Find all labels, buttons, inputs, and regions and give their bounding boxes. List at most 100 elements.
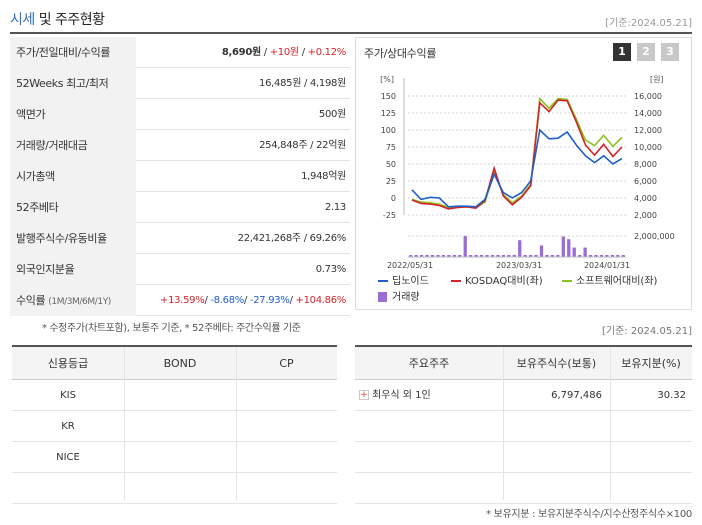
holder-header: 보유주식수(보통) xyxy=(516,357,597,370)
volume-bar xyxy=(496,255,500,257)
volume-bar xyxy=(539,245,544,257)
volume-bar xyxy=(501,255,506,257)
table-row: KR xyxy=(12,411,337,442)
table-row: + 최우식 외 1인 6,797,486 30.32 xyxy=(355,380,692,411)
right-tick-label: 12,000 xyxy=(634,126,662,135)
volume-bar xyxy=(621,255,625,257)
return-label: 수익률 xyxy=(16,294,46,307)
right-tick-label: 4,000 xyxy=(634,194,657,203)
quote-row-price: 주가/전일대비/수익률 8,690원 / +10원 / +0.12% xyxy=(10,37,350,68)
legend-swatch xyxy=(378,292,387,302)
series-line-1 xyxy=(411,128,623,208)
left-tick-label: -25 xyxy=(383,211,396,220)
table-row xyxy=(12,473,337,504)
volume-bar xyxy=(534,255,538,257)
credit-agency: KIS xyxy=(60,390,76,401)
series-line-3 xyxy=(411,96,623,209)
table-row xyxy=(355,442,692,473)
return-periods: (1M/3M/6M/1Y) xyxy=(48,297,111,307)
holder-shares: 6,797,486 xyxy=(551,390,602,401)
volume-bar xyxy=(436,255,440,257)
quote-row-volume: 거래량/거래대금 254,848주 / 22억원 xyxy=(10,130,350,161)
credit-header-row: 신용등급 BOND CP xyxy=(12,347,337,380)
sep: / xyxy=(204,295,211,306)
quote-label: 52주베타 xyxy=(10,192,136,223)
credit-header: CP xyxy=(279,357,294,370)
right-tick-label: 16,000 xyxy=(634,92,662,101)
volume-bar xyxy=(452,255,456,257)
chart-panel: 주가/상대수익률 1 2 3 [%] [원] 150 16,000 125 14,000 1… xyxy=(355,37,692,310)
volume-bar xyxy=(474,255,478,257)
return-6m: -27.93% xyxy=(249,295,290,306)
chart-tab-3[interactable]: 3 xyxy=(661,43,679,61)
table-row: NICE xyxy=(12,442,337,473)
title-rest: 및 주주현황 xyxy=(34,12,105,28)
holder-footnote: * 보유지분 : 보유지분주식수/지수산정주식수×100 xyxy=(486,509,692,520)
volume-bar xyxy=(485,255,489,257)
credit-header: 신용등급 xyxy=(47,357,89,370)
left-tick-label: 75 xyxy=(386,143,396,152)
quote-label: 외국인지분율 xyxy=(10,254,136,285)
volume-bar xyxy=(430,255,435,257)
volume-bar xyxy=(409,255,413,257)
return-1y: +104.86% xyxy=(295,295,347,306)
quote-value: 8,690원 / +10원 / +0.12% xyxy=(136,37,346,68)
volume-bar xyxy=(545,255,549,257)
price-rate: +0.12% xyxy=(307,47,347,58)
legend-label: 거래량 xyxy=(392,291,420,303)
legend-label: 소프트웨어대비(좌) xyxy=(576,275,658,287)
volume-bar xyxy=(561,236,565,257)
right-tick-label: 8,000 xyxy=(634,160,657,169)
quote-label: 거래량/거래대금 xyxy=(10,130,136,161)
legend-label: KOSDAQ대비(좌) xyxy=(465,275,543,287)
table-row: KIS xyxy=(12,380,337,411)
sep: / xyxy=(260,47,270,58)
quote-value: 1,948억원 xyxy=(301,171,346,182)
quote-label: 액면가 xyxy=(10,99,136,130)
right-tick-label: 14,000 xyxy=(634,109,662,118)
series-line-2 xyxy=(411,99,623,210)
table-row xyxy=(355,473,692,504)
quote-value: 500원 xyxy=(318,109,346,120)
holder-name-cell: + 최우식 외 1인 xyxy=(359,380,503,410)
quote-value: 254,848주 / 22억원 xyxy=(259,140,346,151)
right-tick-label: 2,000 xyxy=(634,211,657,220)
volume-bar xyxy=(610,255,615,257)
chart-base-date: [기준: 2024.05.21] xyxy=(601,326,692,337)
volume-bar xyxy=(458,255,462,257)
holder-header-row: 주요주주 보유주식수(보통) 보유지분(%) xyxy=(355,347,692,380)
left-tick-label: 25 xyxy=(386,177,396,186)
quote-row-beta: 52주베타 2.13 xyxy=(10,192,350,223)
volume-bar xyxy=(469,255,473,257)
right-tick-label: 6,000 xyxy=(634,177,657,186)
chart-tab-2[interactable]: 2 xyxy=(637,43,655,61)
quote-label: 발행주식수/유동비율 xyxy=(10,223,136,254)
right-axis-unit: [원] xyxy=(650,75,664,84)
quote-label: 주가/전일대비/수익률 xyxy=(10,37,136,68)
sep: / xyxy=(298,47,308,58)
chart-tab-1[interactable]: 1 xyxy=(613,43,631,61)
quote-row-marketcap: 시가총액 1,948억원 xyxy=(10,161,350,192)
volume-bar xyxy=(616,255,620,257)
holder-pct: 30.32 xyxy=(657,390,686,401)
column-divider xyxy=(610,347,611,500)
credit-table: 신용등급 BOND CP KIS KR NICE xyxy=(12,345,337,504)
volume-bar xyxy=(605,255,609,257)
volume-bar xyxy=(414,255,418,257)
quote-row-par: 액면가 500원 xyxy=(10,99,350,130)
left-tick-label: 100 xyxy=(381,126,396,135)
base-date: [기준:2024.05.21] xyxy=(605,18,692,29)
volume-bar xyxy=(583,247,587,257)
sep: / xyxy=(243,295,250,306)
expand-icon[interactable]: + xyxy=(359,390,369,400)
credit-agency: NICE xyxy=(56,452,80,463)
volume-bar xyxy=(556,255,560,257)
quote-value: 22,421,268주 / 69.26% xyxy=(237,233,347,244)
volume-bar xyxy=(594,255,598,257)
volume-bar xyxy=(567,239,571,257)
quote-value: 16,485원 / 4,198원 xyxy=(259,78,346,89)
quote-row-foreign: 외국인지분율 0.73% xyxy=(10,254,350,285)
quote-label: 52Weeks 최고/최저 xyxy=(10,68,136,99)
quote-value: 0.73% xyxy=(315,264,347,275)
price: 8,690원 xyxy=(221,47,261,58)
